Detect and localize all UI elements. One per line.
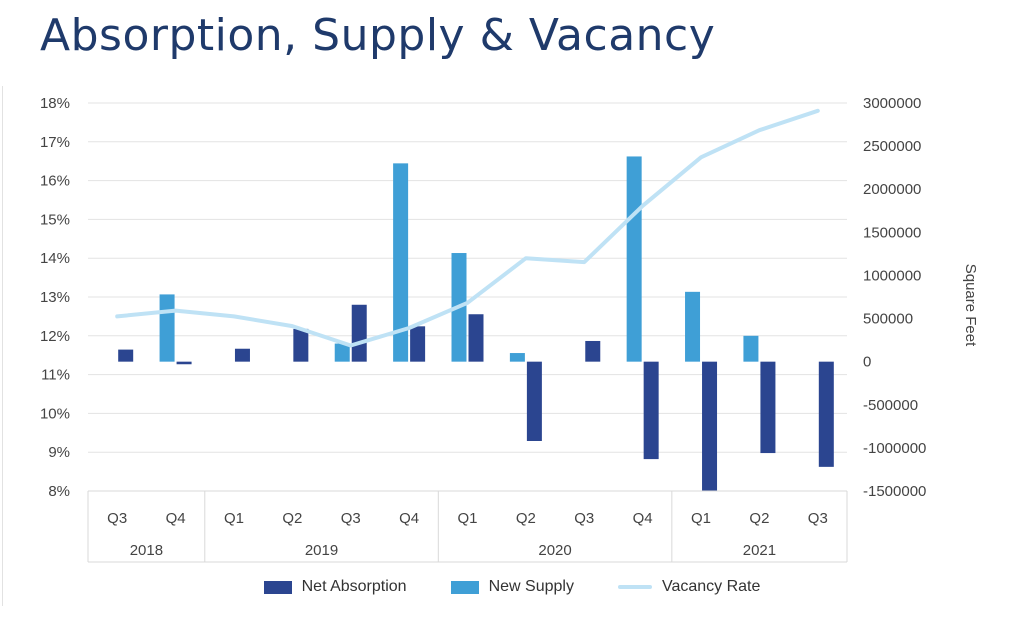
legend-swatch-new-supply [450, 580, 479, 594]
bar-net-absorption [118, 349, 134, 362]
y-left-tick-label: 8% [48, 483, 70, 500]
legend: Net Absorption New Supply Vacancy Rate [0, 578, 1024, 596]
bar-net-absorption [702, 361, 718, 491]
legend-item-new-supply: New Supply [450, 578, 574, 596]
x-tick-label: Q3 [341, 510, 361, 527]
y-right-tick-label: 3000000 [863, 95, 921, 112]
y-left-tick-label: 16% [40, 173, 70, 190]
y-left-tick-label: 10% [40, 405, 70, 422]
x-tick-label: Q1 [224, 510, 244, 527]
y-left-tick-label: 14% [40, 250, 70, 267]
legend-label-vacancy-rate: Vacancy Rate [661, 578, 761, 595]
x-group-label: 2020 [538, 542, 571, 559]
y-right-axis-label: Square Feet [962, 264, 979, 347]
y-left-tick-label: 15% [40, 211, 70, 228]
bar-new-supply [159, 294, 175, 362]
x-group-label: 2018 [130, 542, 163, 559]
x-tick-label: Q4 [166, 510, 186, 527]
y-right-tick-label: -500000 [863, 397, 918, 414]
bar-new-supply [685, 291, 701, 362]
line-vacancy-rate [115, 108, 820, 348]
y-right-tick-label: 1000000 [863, 267, 921, 284]
bar-net-absorption [410, 326, 426, 362]
bar-net-absorption [234, 348, 250, 362]
bar-net-absorption [176, 361, 192, 365]
x-tick-label: Q1 [691, 510, 711, 527]
y-right-tick-label: -1000000 [863, 440, 926, 457]
y-left-tick-label: 17% [40, 134, 70, 151]
x-tick-label: Q3 [107, 510, 127, 527]
bar-net-absorption [760, 361, 776, 454]
bar-net-absorption [585, 340, 601, 362]
bar-new-supply [509, 353, 525, 362]
x-tick-label: Q2 [282, 510, 302, 527]
bar-net-absorption [643, 361, 659, 460]
bar-new-supply [743, 335, 759, 362]
y-right-tick-label: 2000000 [863, 181, 921, 198]
bar-new-supply [626, 156, 642, 362]
x-tick-label: Q4 [633, 510, 653, 527]
y-left-tick-label: 12% [40, 328, 70, 345]
x-tick-label: Q2 [516, 510, 536, 527]
legend-label-net-absorption: Net Absorption [301, 578, 407, 595]
legend-item-vacancy-rate: Vacancy Rate [617, 578, 761, 596]
y-right-tick-label: -1500000 [863, 483, 926, 500]
bar-new-supply [334, 343, 350, 362]
bar-new-supply [393, 163, 409, 362]
y-right-tick-label: 0 [863, 354, 871, 371]
bar-net-absorption [293, 328, 309, 362]
x-tick-label: Q2 [749, 510, 769, 527]
y-right-tick-label: 1500000 [863, 224, 921, 241]
legend-swatch-net-absorption [263, 580, 292, 594]
y-left-tick-label: 11% [41, 367, 70, 384]
x-group-label: 2019 [305, 542, 338, 559]
bar-net-absorption [468, 314, 484, 362]
x-tick-label: Q3 [574, 510, 594, 527]
chart-title: Absorption, Supply & Vacancy [40, 10, 716, 61]
legend-label-new-supply: New Supply [488, 578, 574, 595]
bar-net-absorption [526, 361, 542, 441]
y-left-tick-label: 18% [40, 95, 70, 112]
x-group-label: 2021 [743, 542, 776, 559]
y-left-tick-label: 9% [48, 444, 70, 461]
legend-item-net-absorption: Net Absorption [263, 578, 407, 596]
y-right-tick-label: 500000 [863, 311, 913, 328]
y-left-tick-label: 13% [40, 289, 70, 306]
x-tick-label: Q1 [457, 510, 477, 527]
legend-swatch-vacancy-rate [617, 585, 652, 589]
bar-net-absorption [351, 304, 367, 362]
frame-rule [2, 86, 3, 606]
y-right-tick-label: 2500000 [863, 138, 921, 155]
bar-net-absorption [818, 361, 834, 467]
x-tick-label: Q3 [808, 510, 828, 527]
x-tick-label: Q4 [399, 510, 419, 527]
